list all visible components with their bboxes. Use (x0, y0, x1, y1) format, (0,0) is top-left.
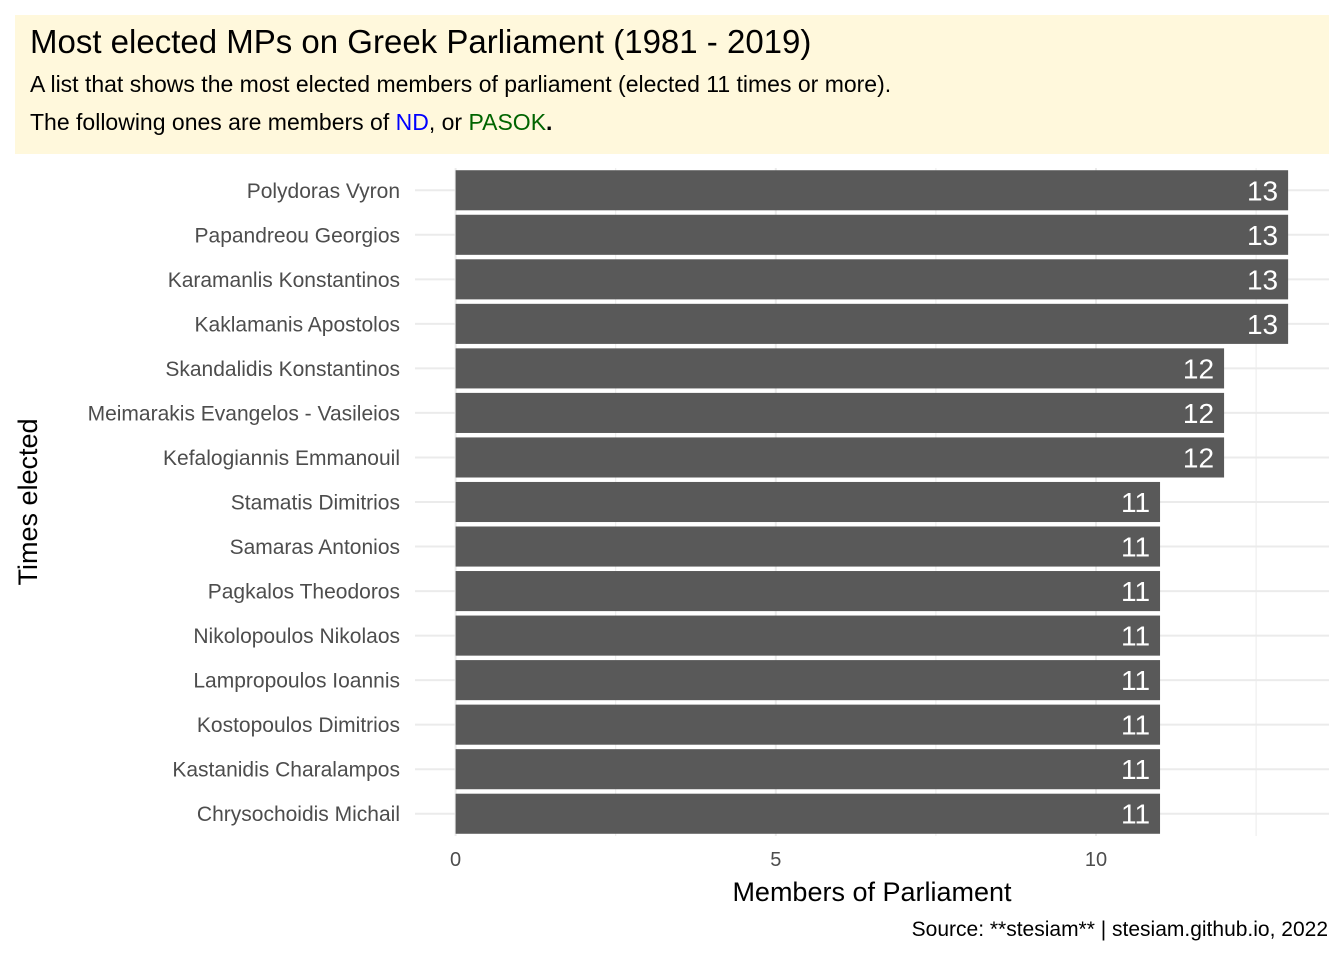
bar-value-label: 13 (1247, 264, 1278, 295)
chart-subtitle-line1: A list that shows the most elected membe… (30, 71, 892, 97)
bar (455, 793, 1161, 834)
bar (455, 704, 1161, 745)
y-tick-label: Papandreou Georgios (195, 224, 400, 247)
y-tick-label: Stamatis Dimitrios (231, 492, 400, 515)
bar-value-label: 11 (1121, 487, 1150, 518)
y-tick-label: Nikolopoulos Nikolaos (193, 625, 400, 648)
x-tick-label: 5 (770, 849, 781, 871)
y-tick-label: Polydoras Vyron (247, 180, 400, 203)
bar (455, 437, 1225, 478)
y-tick-label: Kaklamanis Apostolos (195, 313, 400, 336)
subtitle-separator: , or (428, 109, 469, 135)
bar (455, 348, 1225, 389)
party-nd-label: ND (395, 109, 429, 135)
bar-value-label: 12 (1183, 353, 1214, 384)
chart-caption: Source: **stesiam** | stesiam.github.io,… (911, 918, 1328, 941)
x-tick-label: 10 (1085, 849, 1107, 871)
bar (455, 259, 1289, 300)
y-tick-label: Chrysochoidis Michail (197, 803, 400, 826)
y-tick-label: Kostopoulos Dimitrios (197, 714, 400, 737)
bar (455, 749, 1161, 790)
bar (455, 615, 1161, 656)
bar-value-label: 12 (1183, 442, 1214, 473)
y-tick-label: Pagkalos Theodoros (208, 581, 400, 604)
bar-value-label: 11 (1121, 710, 1150, 741)
party-pasok-label: PASOK (468, 109, 547, 135)
y-tick-label: Skandalidis Konstantinos (165, 358, 400, 381)
bar-value-label: 12 (1183, 398, 1214, 429)
y-tick-label: Karamanlis Konstantinos (168, 269, 400, 292)
y-tick-label: Kefalogiannis Emmanouil (163, 447, 400, 470)
subtitle-suffix: . (546, 109, 553, 135)
chart-title: Most elected MPs on Greek Parliament (19… (30, 23, 812, 60)
bar (455, 214, 1289, 255)
bar-value-label: 11 (1121, 754, 1150, 785)
bar (455, 481, 1161, 523)
y-axis-title: Times elected (13, 418, 43, 585)
bar-value-label: 13 (1247, 175, 1278, 206)
y-tick-label: Samaras Antonios (230, 536, 400, 559)
subtitle-prefix: The following ones are members of (30, 109, 396, 135)
y-tick-label: Meimarakis Evangelos - Vasileios (88, 402, 400, 425)
x-tick-label: 0 (450, 849, 461, 871)
chart-subtitle-line2: The following ones are members of ND, or… (30, 109, 552, 136)
bar (455, 526, 1161, 567)
bar (455, 660, 1161, 701)
chart-header: Most elected MPs on Greek Parliament (19… (15, 15, 1329, 154)
bar-value-label: 13 (1247, 220, 1278, 251)
bar (455, 571, 1161, 612)
bar (455, 170, 1289, 211)
y-tick-label: Lampropoulos Ioannis (193, 670, 400, 693)
x-axis-title: Members of Parliament (732, 877, 1012, 907)
bar-value-label: 11 (1121, 532, 1150, 563)
bar-value-label: 11 (1121, 621, 1150, 652)
bar (455, 392, 1225, 433)
bar-value-label: 13 (1247, 309, 1278, 340)
bar-value-label: 11 (1121, 799, 1150, 830)
bar (455, 303, 1289, 344)
bar-value-label: 11 (1121, 665, 1150, 696)
bar-value-label: 11 (1121, 576, 1150, 607)
y-tick-label: Kastanidis Charalampos (172, 759, 400, 782)
